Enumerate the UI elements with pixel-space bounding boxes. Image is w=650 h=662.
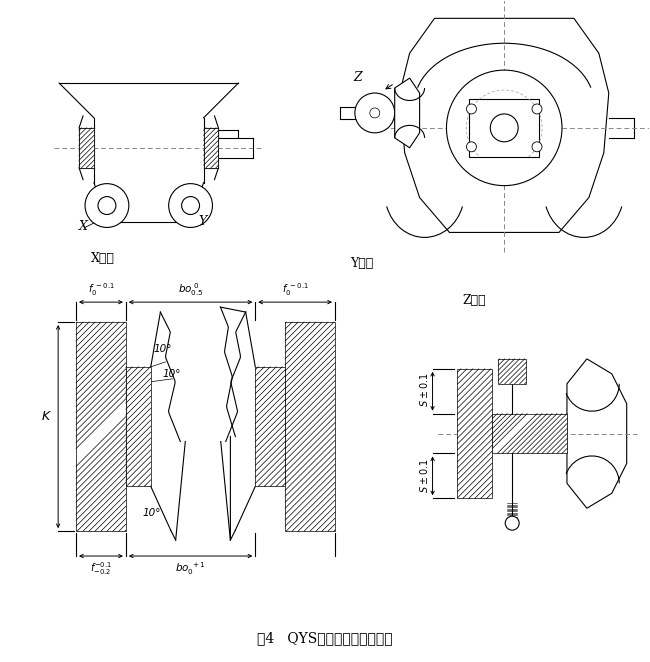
Text: Y: Y [198, 215, 207, 228]
Text: 10°: 10° [162, 369, 181, 379]
Text: $bo_{0.5}^{\ 0}$: $bo_{0.5}^{\ 0}$ [177, 281, 203, 298]
Polygon shape [76, 322, 126, 531]
Polygon shape [203, 128, 218, 167]
Polygon shape [285, 322, 335, 531]
Polygon shape [567, 359, 627, 508]
Circle shape [447, 70, 562, 185]
Polygon shape [499, 359, 526, 384]
Text: 10°: 10° [143, 508, 161, 518]
Text: $S\pm0.1$: $S\pm0.1$ [417, 459, 430, 493]
Text: Z放大: Z放大 [462, 294, 486, 307]
Text: X放大: X放大 [91, 252, 115, 265]
Text: $K$: $K$ [41, 410, 52, 423]
Text: $S\pm0.1$: $S\pm0.1$ [417, 372, 430, 406]
Text: Y放大: Y放大 [350, 258, 373, 270]
Text: Z: Z [353, 71, 361, 84]
Polygon shape [400, 19, 609, 232]
Circle shape [532, 142, 542, 152]
Circle shape [467, 142, 476, 152]
Text: $f_0^{\ -0.1}$: $f_0^{\ -0.1}$ [88, 281, 114, 298]
Text: $f_{-0.2}^{-0.1}$: $f_{-0.2}^{-0.1}$ [90, 560, 112, 577]
Polygon shape [458, 369, 492, 498]
Polygon shape [79, 128, 94, 167]
Circle shape [168, 183, 213, 228]
Bar [469, 99, 539, 157]
Circle shape [532, 104, 542, 114]
Polygon shape [126, 367, 151, 487]
Text: 10°: 10° [154, 344, 172, 354]
Polygon shape [255, 367, 285, 487]
Text: X: X [79, 220, 88, 234]
Circle shape [490, 114, 518, 142]
Circle shape [85, 183, 129, 228]
Text: 图4   QYS型减速器的支承型式: 图4 QYS型减速器的支承型式 [257, 632, 393, 645]
Circle shape [505, 516, 519, 530]
Text: $f_0^{\ -0.1}$: $f_0^{\ -0.1}$ [281, 281, 309, 298]
Polygon shape [492, 414, 567, 453]
Text: $bo_0^{\ +1}$: $bo_0^{\ +1}$ [176, 560, 206, 577]
Circle shape [467, 104, 476, 114]
Circle shape [355, 93, 395, 133]
Polygon shape [395, 78, 420, 148]
Bar [469, 99, 539, 157]
